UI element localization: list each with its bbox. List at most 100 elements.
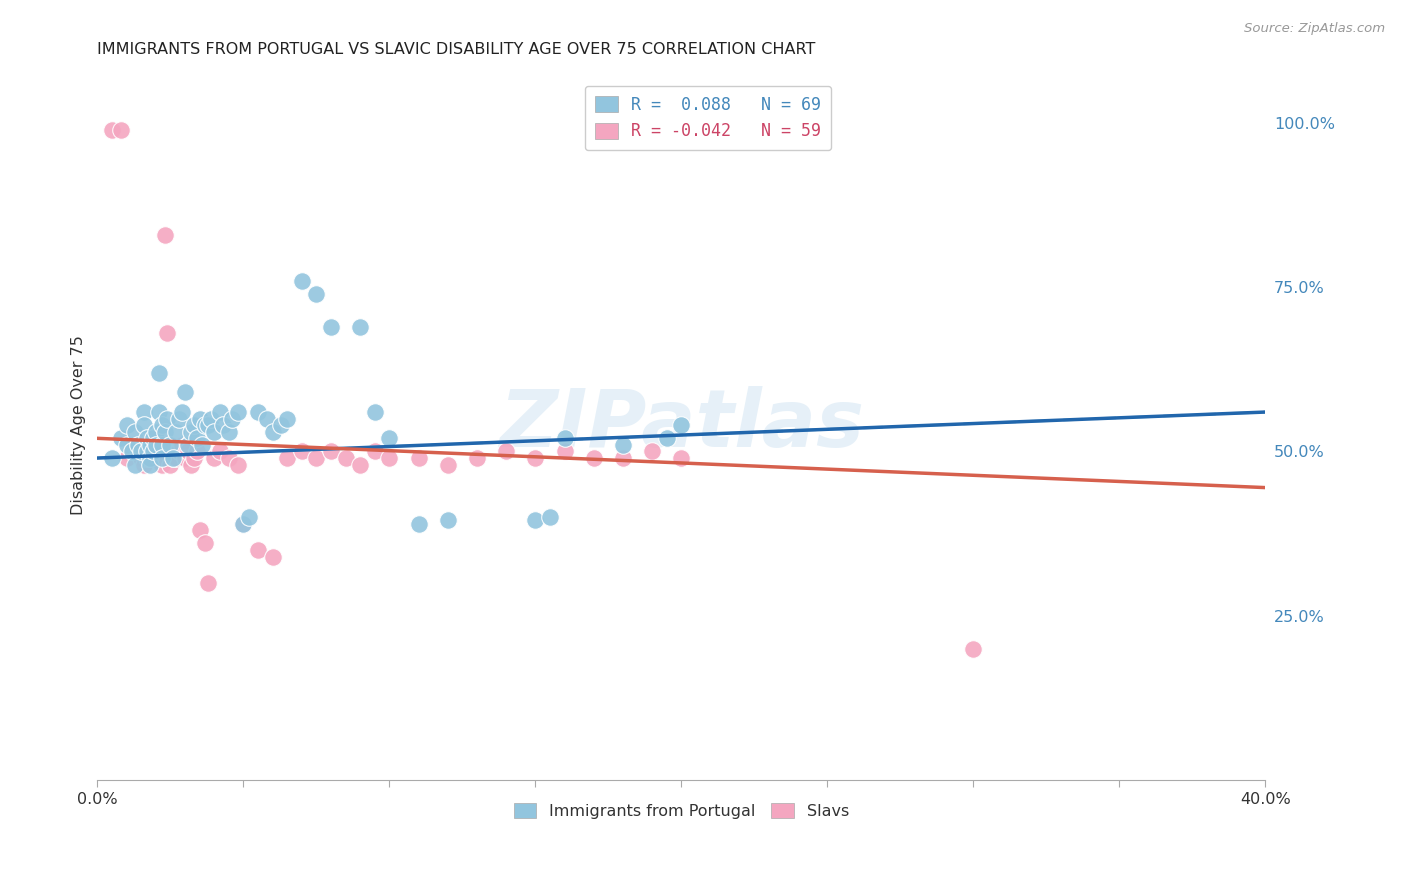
Point — [132, 418, 155, 433]
Point — [218, 425, 240, 439]
Point — [256, 411, 278, 425]
Point — [276, 450, 298, 465]
Point — [212, 418, 235, 433]
Point — [582, 450, 605, 465]
Point — [305, 450, 328, 465]
Point — [436, 458, 458, 472]
Point — [162, 450, 184, 465]
Point — [139, 450, 162, 465]
Point — [183, 450, 205, 465]
Point — [121, 444, 143, 458]
Point — [262, 425, 284, 439]
Point — [378, 450, 401, 465]
Point — [188, 411, 211, 425]
Point — [177, 438, 200, 452]
Point — [276, 411, 298, 425]
Point — [554, 431, 576, 445]
Point — [202, 425, 225, 439]
Point — [641, 444, 664, 458]
Point — [148, 450, 170, 465]
Point — [554, 444, 576, 458]
Point — [142, 431, 165, 445]
Point — [200, 411, 222, 425]
Point — [232, 516, 254, 531]
Point — [148, 405, 170, 419]
Point — [349, 458, 371, 472]
Point — [180, 425, 202, 439]
Point — [291, 274, 314, 288]
Point — [162, 450, 184, 465]
Point — [150, 458, 173, 472]
Point — [465, 450, 488, 465]
Point — [159, 438, 181, 452]
Point — [174, 385, 197, 400]
Point — [180, 458, 202, 472]
Point — [136, 444, 159, 458]
Point — [136, 450, 159, 465]
Point — [142, 444, 165, 458]
Point — [194, 536, 217, 550]
Point — [124, 438, 146, 452]
Point — [165, 450, 187, 465]
Point — [129, 450, 152, 465]
Text: IMMIGRANTS FROM PORTUGAL VS SLAVIC DISABILITY AGE OVER 75 CORRELATION CHART: IMMIGRANTS FROM PORTUGAL VS SLAVIC DISAB… — [97, 42, 815, 57]
Point — [232, 516, 254, 531]
Point — [170, 405, 193, 419]
Text: Source: ZipAtlas.com: Source: ZipAtlas.com — [1244, 22, 1385, 36]
Point — [145, 444, 167, 458]
Point — [127, 444, 149, 458]
Point — [150, 450, 173, 465]
Point — [183, 418, 205, 433]
Point — [962, 641, 984, 656]
Point — [165, 425, 187, 439]
Point — [145, 438, 167, 452]
Legend: Immigrants from Portugal, Slavs: Immigrants from Portugal, Slavs — [508, 797, 855, 825]
Point — [305, 286, 328, 301]
Point — [364, 444, 387, 458]
Point — [197, 418, 219, 433]
Text: ZIPatlas: ZIPatlas — [499, 386, 863, 464]
Point — [408, 516, 430, 531]
Point — [335, 450, 357, 465]
Point — [139, 438, 162, 452]
Point — [153, 425, 176, 439]
Point — [167, 411, 190, 425]
Point — [136, 431, 159, 445]
Point — [132, 405, 155, 419]
Point — [218, 450, 240, 465]
Point — [197, 575, 219, 590]
Point — [408, 450, 430, 465]
Point — [194, 418, 217, 433]
Point — [226, 458, 249, 472]
Point — [524, 450, 547, 465]
Point — [436, 513, 458, 527]
Point — [167, 444, 190, 458]
Point — [238, 510, 260, 524]
Point — [132, 444, 155, 458]
Point — [495, 444, 517, 458]
Point — [148, 438, 170, 452]
Point — [121, 444, 143, 458]
Point — [270, 418, 292, 433]
Point — [110, 431, 132, 445]
Point — [156, 326, 179, 341]
Point — [101, 122, 124, 136]
Point — [538, 510, 561, 524]
Point — [188, 524, 211, 538]
Point — [174, 450, 197, 465]
Point — [150, 450, 173, 465]
Point — [208, 444, 231, 458]
Point — [142, 444, 165, 458]
Point — [246, 405, 269, 419]
Point — [110, 122, 132, 136]
Point — [186, 444, 208, 458]
Point — [262, 549, 284, 564]
Point — [612, 450, 634, 465]
Point — [349, 319, 371, 334]
Y-axis label: Disability Age Over 75: Disability Age Over 75 — [72, 335, 86, 515]
Point — [153, 227, 176, 242]
Point — [177, 444, 200, 458]
Point — [145, 425, 167, 439]
Point — [170, 438, 193, 452]
Point — [378, 431, 401, 445]
